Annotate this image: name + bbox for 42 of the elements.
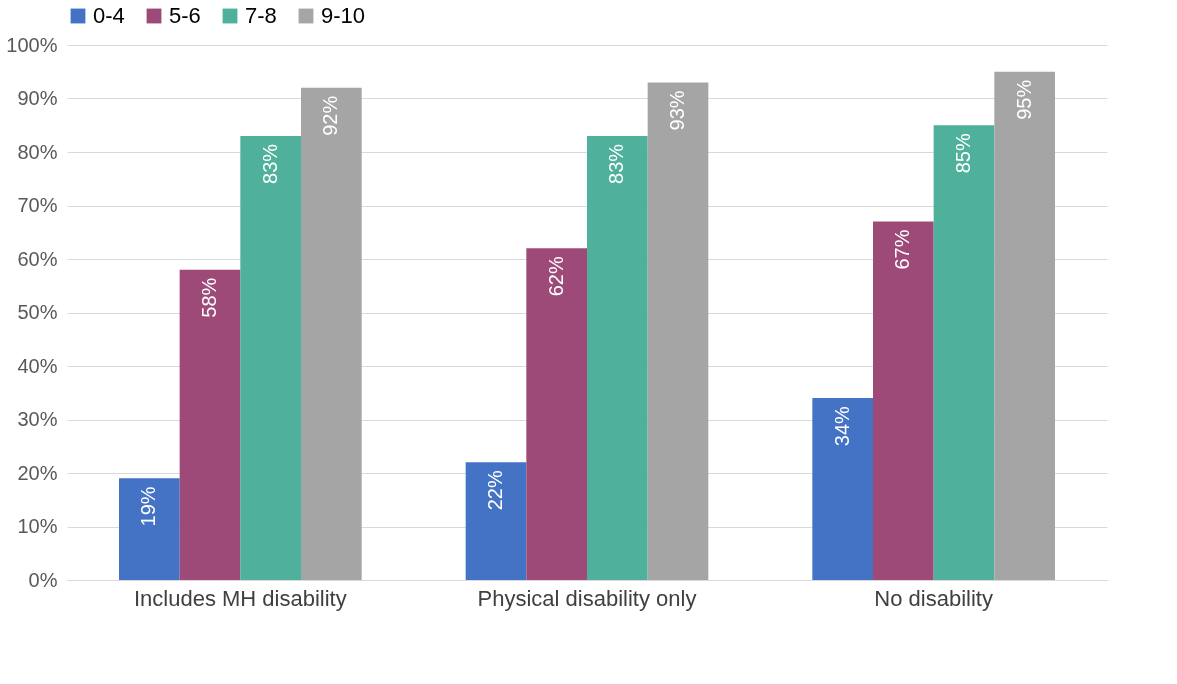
y-tick-label: 60% (17, 247, 58, 270)
y-tick-label: 100% (6, 33, 58, 56)
bar (933, 125, 995, 580)
bar (240, 135, 301, 580)
legend-label: 9-10 (321, 3, 366, 28)
bar (647, 82, 709, 580)
bar (873, 221, 934, 580)
bar (812, 398, 873, 580)
y-tick-label: 50% (17, 301, 58, 323)
data-label: 85% (952, 133, 974, 174)
data-label: 93% (666, 90, 688, 131)
y-tick-label: 80% (17, 140, 58, 163)
y-tick-label: 40% (17, 354, 58, 377)
x-tick-label: No disability (874, 585, 993, 611)
bar (179, 269, 241, 580)
bar (301, 87, 362, 580)
data-label: 67% (891, 229, 914, 270)
legend-label: 0-4 (93, 3, 125, 28)
y-tick-label: 0% (28, 568, 58, 591)
data-label: 83% (605, 143, 628, 184)
data-label: 83% (258, 143, 281, 184)
data-label: 34% (830, 405, 853, 447)
bar (587, 135, 648, 580)
y-tick-label: 90% (17, 87, 58, 109)
x-tick-label: Includes MH disability (133, 585, 347, 611)
bar (119, 478, 180, 580)
bar (526, 248, 587, 580)
y-tick-label: 70% (17, 194, 58, 216)
legend-label: 7-8 (245, 3, 277, 28)
bar (994, 71, 1055, 580)
data-label: 95% (1012, 79, 1035, 120)
y-tick-label: 20% (17, 461, 58, 484)
data-label: 58% (198, 277, 220, 318)
x-tick-label: Physical disability only (477, 585, 697, 611)
data-label: 19% (137, 486, 160, 527)
legend-label: 5-6 (169, 3, 201, 28)
y-tick-label: 30% (17, 408, 58, 430)
data-label: 62% (544, 256, 567, 297)
bar (465, 462, 527, 580)
data-label: 92% (319, 95, 342, 136)
data-label: 22% (484, 470, 506, 511)
y-tick-label: 10% (17, 515, 58, 537)
